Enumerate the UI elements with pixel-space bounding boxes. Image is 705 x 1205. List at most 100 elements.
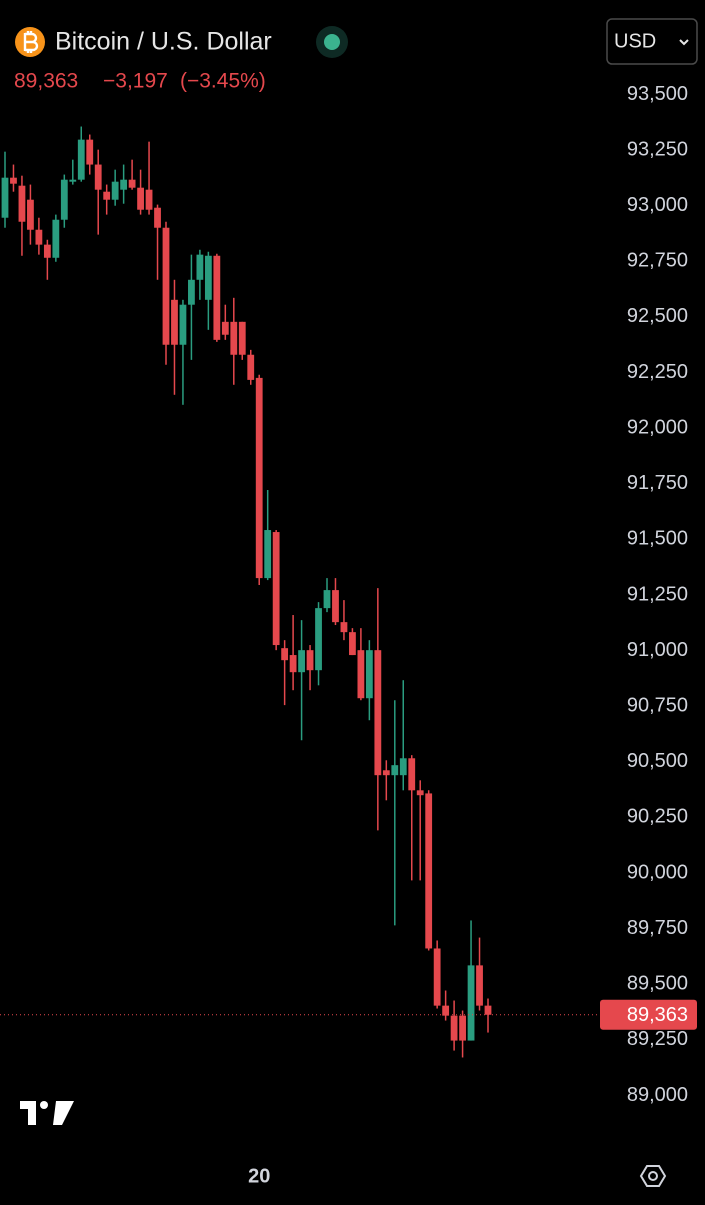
candle-body xyxy=(391,765,399,776)
candle xyxy=(340,600,348,641)
candle xyxy=(357,628,365,701)
candle-body xyxy=(18,185,26,222)
last-price: 89,363 xyxy=(14,70,78,93)
y-tick-label: 91,750 xyxy=(627,472,688,494)
candle xyxy=(77,126,85,182)
candle-body xyxy=(27,199,34,230)
candle-body xyxy=(171,299,178,345)
tradingview-logo[interactable] xyxy=(20,1101,74,1125)
candle xyxy=(442,990,450,1021)
candle xyxy=(162,221,170,365)
candle-body xyxy=(77,139,85,180)
y-tick-label: 89,250 xyxy=(627,1028,688,1050)
last-price-tag xyxy=(600,999,697,1030)
candle xyxy=(391,700,399,926)
candle xyxy=(204,251,212,330)
candle-body xyxy=(10,177,17,184)
y-tick-label: 93,000 xyxy=(627,194,688,216)
last-price-label: 89,363 xyxy=(627,1004,688,1026)
currency-label[interactable]: USD xyxy=(614,30,656,52)
y-tick-label: 90,250 xyxy=(627,806,688,828)
candle-body xyxy=(408,758,416,791)
candle-body xyxy=(315,608,322,671)
candle xyxy=(467,920,475,1041)
candle xyxy=(171,279,178,395)
candle xyxy=(10,164,17,192)
y-tick-label: 92,250 xyxy=(627,361,688,383)
candle-body xyxy=(137,187,144,210)
candle xyxy=(27,184,34,245)
symbol-title: Bitcoin / U.S. Dollar xyxy=(55,28,272,56)
candle xyxy=(52,214,60,262)
candle-body xyxy=(467,965,475,1041)
candle xyxy=(111,169,119,206)
currency-button-frame[interactable] xyxy=(606,18,698,65)
price-change-percent: (−3.45%) xyxy=(180,70,266,93)
candle xyxy=(179,299,187,405)
y-tick-label: 92,500 xyxy=(627,305,688,327)
candle-body xyxy=(230,321,238,355)
candle-body xyxy=(365,650,373,699)
candle-body xyxy=(416,790,424,796)
currency-chevron[interactable] xyxy=(679,39,689,46)
currency-button[interactable]: USD xyxy=(606,18,698,65)
candle-body xyxy=(35,229,43,245)
candle xyxy=(399,680,407,791)
candle xyxy=(281,640,289,706)
candle-body xyxy=(357,650,365,699)
candle-body xyxy=(179,304,187,345)
candle xyxy=(196,249,204,300)
candle xyxy=(433,940,441,1009)
candle xyxy=(60,174,68,228)
candle-body xyxy=(221,321,229,335)
candle xyxy=(450,1000,458,1051)
candle xyxy=(476,937,483,1011)
candle-body xyxy=(196,254,204,280)
candle-body xyxy=(103,191,111,200)
candle xyxy=(145,141,153,215)
candle-body xyxy=(188,279,195,305)
candle xyxy=(154,204,161,280)
candle xyxy=(315,602,322,686)
candle xyxy=(221,304,229,340)
candle-body xyxy=(86,139,94,165)
candle xyxy=(255,374,263,585)
candle-body xyxy=(374,650,382,776)
price-change: −3,197 xyxy=(103,70,168,93)
candle-body xyxy=(306,650,314,671)
candle-body xyxy=(213,255,221,340)
candle xyxy=(332,578,339,626)
candle-body xyxy=(238,321,246,355)
candle xyxy=(382,760,390,801)
y-tick-label: 89,000 xyxy=(627,1084,688,1106)
candle xyxy=(86,134,94,175)
y-tick-label: 90,750 xyxy=(627,695,688,717)
candle xyxy=(69,159,77,185)
candle xyxy=(94,149,102,235)
y-tick-label: 92,750 xyxy=(627,250,688,272)
candle xyxy=(306,645,314,691)
candle xyxy=(289,615,297,691)
settings-icon[interactable] xyxy=(639,1165,667,1187)
candle-body xyxy=(60,179,68,220)
candle xyxy=(1,151,9,228)
y-tick-label: 91,500 xyxy=(627,528,688,550)
candle-body xyxy=(1,177,9,218)
candle-body xyxy=(154,207,161,228)
candle-body xyxy=(425,793,433,949)
candle xyxy=(103,184,111,215)
candle xyxy=(298,620,305,741)
candle-body xyxy=(476,965,483,1006)
y-tick-label: 92,000 xyxy=(627,416,688,438)
candle-body xyxy=(43,244,51,258)
candle xyxy=(137,169,144,215)
candle-body xyxy=(111,181,119,200)
candle-body xyxy=(332,590,339,623)
candle xyxy=(128,159,136,190)
candle-body xyxy=(272,532,280,646)
bitcoin-icon xyxy=(15,27,45,57)
y-tick-label: 90,000 xyxy=(627,861,688,883)
candle-body xyxy=(94,164,102,190)
y-tick-label: 91,000 xyxy=(627,639,688,661)
